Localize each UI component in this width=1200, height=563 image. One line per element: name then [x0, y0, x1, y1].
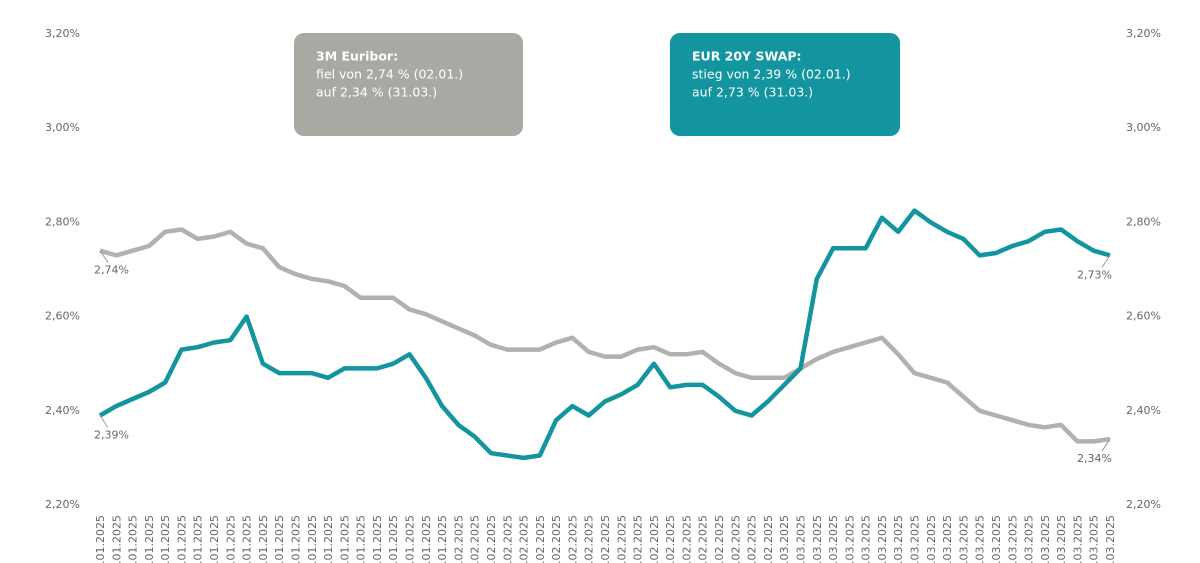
- x-tick-label: 07.02.2025: [518, 515, 531, 563]
- x-tick-label: 19.02.2025: [648, 515, 661, 563]
- x-tick-label: 05.03.2025: [811, 515, 824, 563]
- end-label: 2,73%: [1077, 268, 1112, 281]
- x-tick-label: 17.01.2025: [273, 515, 286, 563]
- annotation-box: [670, 33, 900, 136]
- y-tick-label: 2,20%: [45, 498, 80, 511]
- x-tick-label: 24.01.2025: [355, 515, 368, 563]
- x-tick-label: 11.03.2025: [876, 515, 889, 563]
- x-tick-label: 27.03.2025: [1071, 515, 1084, 563]
- x-tick-label: 29.01.2025: [404, 515, 417, 563]
- x-tick-label: 03.03.2025: [778, 515, 791, 563]
- y2-tick-label: 3,00%: [1126, 121, 1161, 134]
- x-tick-label: 27.02.2025: [746, 515, 759, 563]
- x-tick-label: 21.02.2025: [680, 515, 693, 563]
- y-tick-label: 2,60%: [45, 310, 80, 323]
- x-tick-label: 20.02.2025: [664, 515, 677, 563]
- x-tick-label: 20.03.2025: [990, 515, 1003, 563]
- x-tick-label: 10.02.2025: [534, 515, 547, 563]
- x-tick-label: 22.01.2025: [322, 515, 335, 563]
- x-tick-label: 14.03.2025: [925, 515, 938, 563]
- x-tick-label: 08.01.2025: [159, 515, 172, 563]
- y2-tick-label: 2,20%: [1126, 498, 1161, 511]
- x-tick-label: 09.01.2025: [175, 515, 188, 563]
- y-tick-label: 3,00%: [45, 121, 80, 134]
- x-tick-label: 30.01.2025: [420, 515, 433, 563]
- y2-tick-label: 3,20%: [1126, 27, 1161, 40]
- annotation-line: fiel von 2,74 % (02.01.): [316, 67, 463, 82]
- x-tick-label: 26.03.2025: [1055, 515, 1068, 563]
- x-tick-label: 10.01.2025: [192, 515, 205, 563]
- x-tick-label: 24.03.2025: [1023, 515, 1036, 563]
- x-tick-label: 21.01.2025: [306, 515, 319, 563]
- y-tick-label: 2,80%: [45, 215, 80, 228]
- x-tick-label: 25.02.2025: [713, 515, 726, 563]
- annotation-title: 3M Euribor:: [316, 49, 398, 64]
- leader: [1101, 438, 1111, 452]
- x-tick-label: 06.02.2025: [501, 515, 514, 563]
- y2-tick-label: 2,80%: [1126, 215, 1161, 228]
- x-tick-label: 14.01.2025: [224, 515, 237, 563]
- x-tick-label: 19.03.2025: [974, 515, 987, 563]
- x-tick-label: 04.02.2025: [469, 515, 482, 563]
- end-label: 2,34%: [1077, 452, 1112, 465]
- annotation-line: auf 2,34 % (31.03.): [316, 85, 437, 100]
- annotation-title: EUR 20Y SWAP:: [692, 49, 802, 64]
- y-tick-label: 2,40%: [45, 404, 80, 417]
- x-tick-label: 17.03.2025: [941, 515, 954, 563]
- annotation-line: auf 2,73 % (31.03.): [692, 85, 813, 100]
- x-tick-label: 04.03.2025: [794, 515, 807, 563]
- x-tick-label: 18.02.2025: [632, 515, 645, 563]
- y-tick-label: 3,20%: [45, 27, 80, 40]
- x-tick-label: 28.01.2025: [387, 515, 400, 563]
- x-tick-label: 16.01.2025: [257, 515, 270, 563]
- x-tick-label: 02.01.2025: [94, 515, 107, 563]
- y2-tick-label: 2,60%: [1126, 310, 1161, 323]
- x-tick-label: 15.01.2025: [241, 515, 254, 563]
- x-tick-label: 05.02.2025: [485, 515, 498, 563]
- x-tick-label: 03.01.2025: [110, 515, 123, 563]
- leader: [1101, 255, 1111, 268]
- x-tick-label: 10.03.2025: [860, 515, 873, 563]
- x-tick-label: 14.02.2025: [599, 515, 612, 563]
- annotation-box: [294, 33, 523, 136]
- x-tick-label: 18.03.2025: [957, 515, 970, 563]
- start-label: 2,39%: [94, 429, 129, 442]
- x-tick-label: 28.03.2025: [1088, 515, 1101, 563]
- annotation-line: stieg von 2,39 % (02.01.): [692, 67, 851, 82]
- x-tick-label: 27.01.2025: [371, 515, 384, 563]
- x-tick-label: 07.01.2025: [143, 515, 156, 563]
- line-series: [99, 227, 1111, 444]
- x-tick-label: 31.01.2025: [436, 515, 449, 563]
- x-tick-label: 06.03.2025: [827, 515, 840, 563]
- x-tick-label: 21.03.2025: [1006, 515, 1019, 563]
- x-tick-label: 13.03.2025: [909, 515, 922, 563]
- x-tick-label: 20.01.2025: [289, 515, 302, 563]
- line-series: [98, 208, 1111, 461]
- x-tick-label: 13.02.2025: [583, 515, 596, 563]
- x-tick-label: 17.02.2025: [615, 515, 628, 563]
- x-tick-label: 06.01.2025: [127, 515, 140, 563]
- leader: [99, 415, 109, 428]
- leader: [99, 250, 109, 263]
- x-tick-label: 13.01.2025: [208, 515, 221, 563]
- x-tick-label: 11.02.2025: [550, 515, 563, 563]
- y2-tick-label: 2,40%: [1126, 404, 1161, 417]
- x-tick-label: 28.02.2025: [762, 515, 775, 563]
- x-tick-label: 12.03.2025: [892, 515, 905, 563]
- x-tick-label: 26.02.2025: [729, 515, 742, 563]
- x-tick-label: 31.03.2025: [1104, 515, 1117, 563]
- x-tick-label: 25.03.2025: [1039, 515, 1052, 563]
- x-tick-label: 24.02.2025: [697, 515, 710, 563]
- x-tick-label: 12.02.2025: [566, 515, 579, 563]
- x-tick-label: 07.03.2025: [843, 515, 856, 563]
- x-tick-label: 23.01.2025: [338, 515, 351, 563]
- start-label: 2,74%: [94, 264, 129, 277]
- x-tick-label: 03.02.2025: [452, 515, 465, 563]
